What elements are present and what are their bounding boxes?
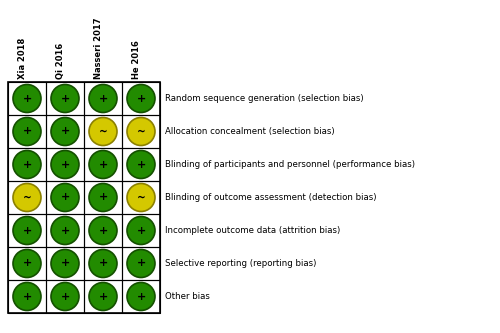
Text: +: + — [60, 94, 70, 104]
Circle shape — [51, 183, 79, 211]
Circle shape — [13, 183, 41, 211]
Circle shape — [127, 282, 155, 310]
Circle shape — [89, 216, 117, 244]
Text: Random sequence generation (selection bias): Random sequence generation (selection bi… — [165, 94, 364, 103]
Circle shape — [127, 118, 155, 146]
Text: Nasseri 2017: Nasseri 2017 — [94, 18, 103, 79]
Text: +: + — [136, 291, 145, 301]
Circle shape — [127, 216, 155, 244]
Circle shape — [13, 85, 41, 113]
Text: +: + — [98, 258, 108, 268]
Text: He 2016: He 2016 — [132, 40, 141, 79]
Text: ~: ~ — [136, 192, 145, 202]
Text: +: + — [22, 94, 32, 104]
Text: Blinding of participants and personnel (performance bias): Blinding of participants and personnel (… — [165, 160, 415, 169]
Text: +: + — [136, 160, 145, 169]
Text: +: + — [22, 127, 32, 137]
Text: +: + — [98, 291, 108, 301]
Text: +: + — [136, 258, 145, 268]
Text: +: + — [60, 258, 70, 268]
Circle shape — [51, 249, 79, 277]
Circle shape — [89, 249, 117, 277]
Text: +: + — [60, 127, 70, 137]
Text: +: + — [22, 291, 32, 301]
Circle shape — [89, 118, 117, 146]
Text: Other bias: Other bias — [165, 292, 210, 301]
Circle shape — [127, 249, 155, 277]
Circle shape — [13, 151, 41, 178]
Text: +: + — [98, 160, 108, 169]
Circle shape — [51, 85, 79, 113]
Text: +: + — [22, 225, 32, 235]
Circle shape — [51, 151, 79, 178]
Circle shape — [13, 282, 41, 310]
Circle shape — [51, 282, 79, 310]
Text: Qi 2016: Qi 2016 — [56, 43, 65, 79]
Text: +: + — [98, 94, 108, 104]
Text: Selective reporting (reporting bias): Selective reporting (reporting bias) — [165, 259, 316, 268]
Text: +: + — [22, 160, 32, 169]
Text: +: + — [136, 225, 145, 235]
Text: Allocation concealment (selection bias): Allocation concealment (selection bias) — [165, 127, 334, 136]
Circle shape — [127, 85, 155, 113]
Text: +: + — [60, 291, 70, 301]
Text: +: + — [136, 94, 145, 104]
Circle shape — [89, 282, 117, 310]
Circle shape — [51, 216, 79, 244]
Circle shape — [13, 216, 41, 244]
Text: +: + — [60, 192, 70, 202]
Circle shape — [127, 183, 155, 211]
Text: +: + — [98, 225, 108, 235]
Circle shape — [127, 151, 155, 178]
Text: ~: ~ — [98, 127, 108, 137]
Circle shape — [89, 85, 117, 113]
Circle shape — [13, 249, 41, 277]
Circle shape — [89, 183, 117, 211]
Circle shape — [13, 118, 41, 146]
Text: Incomplete outcome data (attrition bias): Incomplete outcome data (attrition bias) — [165, 226, 340, 235]
Text: Xia 2018: Xia 2018 — [18, 38, 27, 79]
Text: +: + — [60, 225, 70, 235]
Text: ~: ~ — [22, 192, 32, 202]
Text: ~: ~ — [136, 127, 145, 137]
Circle shape — [51, 118, 79, 146]
Circle shape — [89, 151, 117, 178]
Text: Blinding of outcome assessment (detection bias): Blinding of outcome assessment (detectio… — [165, 193, 376, 202]
Text: +: + — [60, 160, 70, 169]
Text: +: + — [22, 258, 32, 268]
Text: +: + — [98, 192, 108, 202]
